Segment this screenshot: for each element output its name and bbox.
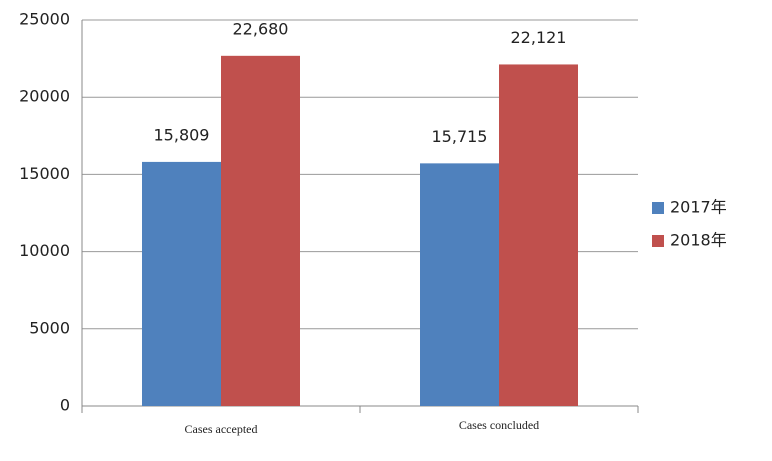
bar bbox=[221, 55, 300, 406]
y-tick-label: 0 bbox=[60, 396, 70, 415]
x-tick-label: Cases accepted bbox=[185, 422, 258, 436]
y-tick-label: 20000 bbox=[19, 87, 70, 106]
y-tick-label: 15000 bbox=[19, 164, 70, 183]
value-label: 15,715 bbox=[432, 127, 488, 146]
legend-label: 2017年 bbox=[670, 198, 727, 217]
x-tick-label: Cases concluded bbox=[459, 418, 539, 432]
y-tick-label: 10000 bbox=[19, 241, 70, 260]
bar bbox=[499, 64, 578, 407]
legend-swatch bbox=[652, 202, 664, 214]
value-label: 22,121 bbox=[511, 28, 567, 47]
legend-label: 2018年 bbox=[670, 231, 727, 250]
y-tick-label: 25000 bbox=[19, 10, 70, 29]
bar bbox=[420, 163, 499, 406]
bar bbox=[142, 161, 221, 406]
value-label: 15,809 bbox=[154, 125, 210, 144]
legend-swatch bbox=[652, 235, 664, 247]
value-label: 22,680 bbox=[233, 19, 289, 38]
y-tick-label: 5000 bbox=[29, 318, 70, 337]
